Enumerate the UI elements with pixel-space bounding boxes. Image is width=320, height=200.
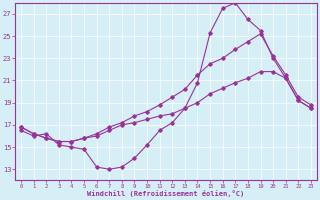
X-axis label: Windchill (Refroidissement éolien,°C): Windchill (Refroidissement éolien,°C) bbox=[87, 190, 244, 197]
